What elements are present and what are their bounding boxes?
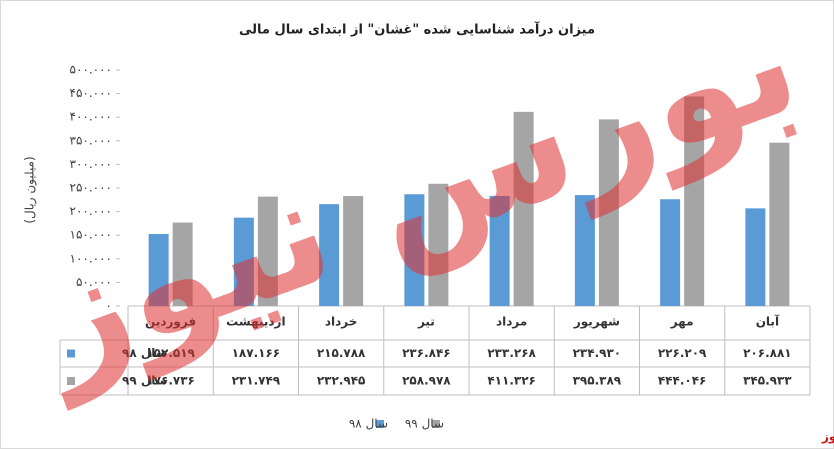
legend-label: سال ۹۸ [349,417,388,431]
y-tick-label: ۱۵۰.۰۰۰ [70,228,113,242]
x-tick-label: آبان [756,314,780,329]
y-tick-label: ۳۵۰.۰۰۰ [70,133,113,147]
data-label: ۲۳۳.۲۶۸ [487,346,536,360]
bar [319,204,340,306]
table-row-label: سال ۹۸ [122,346,168,360]
y-axis-label: (میلیون ریال) [23,156,38,223]
y-tick-label: ۴۰۰.۰۰۰ [70,110,113,124]
x-tick-label: خرداد [325,315,358,329]
data-label: ۲۵۸.۹۷۸ [402,374,451,388]
data-label: ۲۱۵.۷۸۸ [317,346,366,360]
data-label: ۲۳۲.۹۴۵ [317,374,366,388]
x-tick-label: اردیبهشت [226,315,285,329]
bar [598,119,619,306]
data-label: ۱۸۷.۱۶۶ [232,346,281,360]
bar [574,195,595,306]
data-label: ۳۹۵.۳۸۹ [573,374,622,388]
bar [684,96,705,307]
chart-title: میزان درآمد شناسایی شده "غشان" از ابتدای… [239,21,595,38]
x-tick-label: مرداد [496,315,527,329]
bar [489,195,510,306]
y-tick-label: ۴۵۰.۰۰۰ [70,86,113,100]
data-label: ۲۳۱.۷۴۹ [232,374,281,388]
y-tick-label: ۲۵۰.۰۰۰ [70,181,113,195]
data-label: ۲۳۴.۹۳۰ [573,346,622,360]
legend-key [376,420,384,428]
legend-key [67,377,75,385]
source: بورس نیوز [821,430,834,445]
bar [343,196,364,306]
bar [513,111,534,306]
y-tick-label: ۲۰۰.۰۰۰ [70,204,113,218]
y-tick-label: ۳۰۰.۰۰۰ [70,157,113,171]
data-label: ۴۱۱.۳۲۶ [487,374,536,388]
data-label: ۲۰۶.۸۸۱ [743,346,792,360]
legend-label: سال ۹۹ [405,417,444,431]
x-tick-label: مهر [670,315,694,329]
x-tick-label: تیر [417,315,435,329]
legend-key [67,349,75,358]
data-label: ۲۲۶.۲۰۹ [658,346,707,360]
x-tick-label: شهریور [573,315,620,330]
bar [148,234,169,306]
bar [172,222,193,306]
bar [769,142,790,306]
data-label: ۱۷۶.۷۳۶ [146,374,195,388]
table-row-label: سال ۹۹ [122,374,168,388]
y-tick-label: ۱۰۰.۰۰۰ [70,251,113,265]
bar [428,183,449,306]
y-tick-label: ۵۰.۰۰۰ [76,275,112,289]
bar [257,196,278,306]
data-label: ۴۴۴.۰۴۶ [658,374,707,388]
data-label: ۱۵۲.۵۱۹ [146,346,195,360]
data-label: ۲۳۶.۸۴۶ [402,346,451,360]
data-label: ۳۴۵.۹۳۳ [743,374,792,388]
legend-key [432,420,440,428]
bar [660,199,681,306]
y-tick-label: ۵۰۰.۰۰۰ [70,63,113,77]
bar [404,194,425,306]
y-tick-label: ۰ [106,299,112,313]
bar [745,208,766,306]
bar [233,217,254,306]
x-tick-label: فروردین [145,315,196,330]
